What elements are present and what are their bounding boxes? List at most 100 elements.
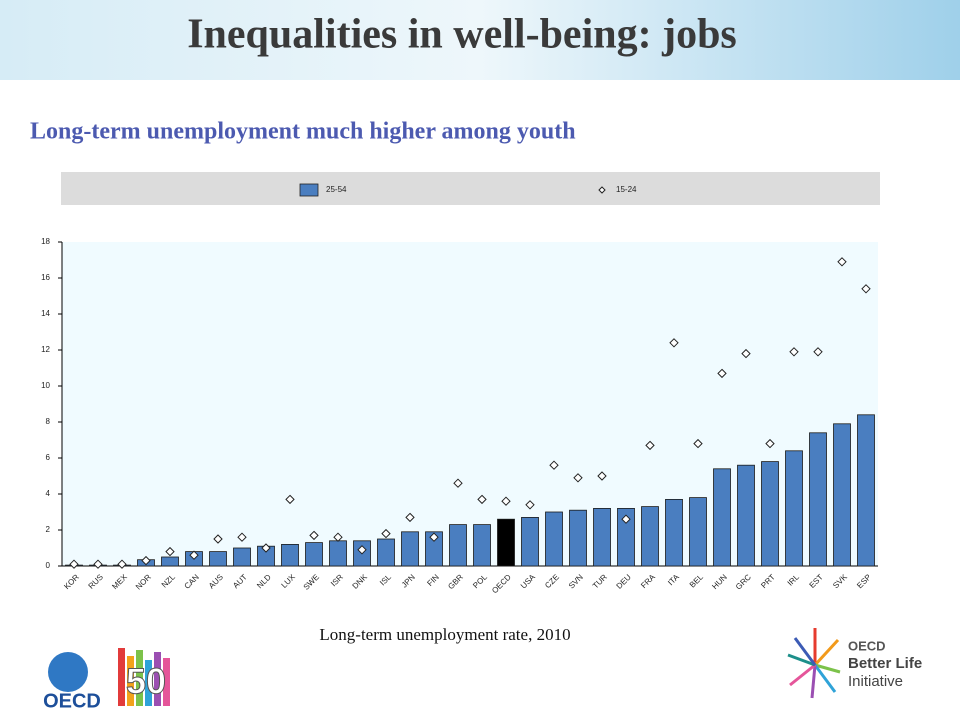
marker bbox=[237, 532, 247, 542]
x-tick-label: FIN bbox=[425, 572, 441, 588]
marker bbox=[525, 500, 535, 510]
subtitle: Long-term unemployment much higher among… bbox=[30, 119, 576, 145]
bar bbox=[545, 511, 563, 567]
marker bbox=[573, 473, 583, 483]
marker bbox=[837, 257, 847, 267]
y-tick-label: 2 bbox=[46, 525, 51, 534]
globe bbox=[48, 652, 88, 692]
x-tick-label: ITA bbox=[666, 572, 681, 587]
marker bbox=[549, 460, 559, 470]
bar bbox=[233, 547, 251, 567]
caption: Long-term unemployment rate, 2010 bbox=[319, 625, 570, 644]
marker bbox=[309, 530, 319, 541]
logo-bar bbox=[154, 652, 161, 706]
x-tick-label: CAN bbox=[183, 572, 201, 590]
x-tick-label: AUT bbox=[231, 572, 249, 590]
ray bbox=[813, 638, 840, 667]
bar bbox=[521, 517, 539, 567]
x-tick-label: OECD bbox=[490, 572, 513, 595]
bar bbox=[425, 531, 443, 567]
x-tick-label: MEX bbox=[110, 572, 129, 591]
marker bbox=[741, 348, 751, 359]
plot-area bbox=[62, 242, 878, 566]
x-tick-label: AUS bbox=[207, 573, 225, 591]
bar bbox=[497, 518, 515, 567]
bar bbox=[569, 509, 587, 567]
legend-label: 25-54 bbox=[326, 185, 347, 194]
x-tick-label: JPN bbox=[400, 572, 417, 589]
slide-title: Inequalities in well-being: jobs bbox=[187, 12, 737, 58]
logo-bar bbox=[127, 656, 134, 706]
marker bbox=[765, 438, 775, 449]
bar bbox=[689, 497, 707, 567]
marker bbox=[381, 528, 391, 539]
x-tick-label: NZL bbox=[160, 572, 177, 589]
bar bbox=[449, 524, 467, 567]
y-tick-label: 10 bbox=[41, 381, 50, 390]
bar bbox=[833, 423, 851, 567]
x-tick-label: LUX bbox=[280, 572, 298, 590]
bar bbox=[713, 468, 731, 567]
logo-text: Better Life bbox=[848, 655, 922, 672]
x-tick-label: KOR bbox=[62, 572, 81, 591]
marker bbox=[285, 494, 295, 505]
marker bbox=[429, 532, 439, 542]
y-tick-label: 0 bbox=[46, 561, 51, 570]
y-tick-label: 6 bbox=[46, 453, 51, 462]
marker bbox=[357, 545, 367, 555]
x-tick-label: CZE bbox=[543, 573, 561, 591]
bar bbox=[809, 432, 827, 567]
bar bbox=[209, 551, 227, 567]
bar bbox=[785, 450, 803, 567]
marker bbox=[93, 559, 103, 569]
marker bbox=[597, 471, 607, 481]
legend-box bbox=[61, 172, 880, 205]
x-tick-label: ISR bbox=[329, 572, 345, 588]
logo-bar bbox=[136, 650, 143, 706]
marker bbox=[717, 368, 727, 379]
bar bbox=[737, 464, 755, 567]
marker bbox=[69, 559, 79, 569]
ray bbox=[814, 663, 841, 674]
x-tick-label: HUN bbox=[710, 572, 729, 591]
ray bbox=[787, 653, 816, 667]
bar bbox=[377, 538, 395, 567]
marker bbox=[477, 494, 487, 505]
x-tick-label: DNK bbox=[351, 572, 370, 591]
x-tick-label: GBR bbox=[446, 572, 465, 591]
bar bbox=[305, 542, 323, 567]
y-tick-label: 14 bbox=[41, 309, 50, 318]
y-tick-label: 4 bbox=[46, 489, 51, 498]
title-band bbox=[0, 0, 960, 80]
x-tick-label: BEL bbox=[688, 572, 705, 589]
x-tick-label: DEU bbox=[615, 572, 633, 590]
ray bbox=[810, 664, 817, 699]
x-tick-label: ISL bbox=[378, 572, 393, 587]
marker bbox=[813, 347, 823, 357]
bli-logo: OECD Better Life Initiative bbox=[787, 628, 922, 699]
x-tick-label: SVN bbox=[567, 572, 585, 590]
bar bbox=[401, 531, 419, 567]
marker bbox=[621, 514, 631, 524]
marker bbox=[453, 478, 463, 488]
marker bbox=[789, 347, 799, 357]
x-tick-label: TUR bbox=[591, 572, 609, 590]
bar bbox=[473, 524, 491, 567]
x-tick-label: GRC bbox=[734, 572, 753, 591]
ray bbox=[793, 637, 817, 666]
x-tick-label: RUS bbox=[87, 573, 105, 591]
ray bbox=[813, 664, 837, 693]
marker bbox=[261, 543, 271, 553]
marker bbox=[405, 512, 415, 523]
oecd-logo: OECD 50 bbox=[43, 648, 170, 712]
legend-swatch bbox=[299, 183, 319, 197]
logo-bar bbox=[163, 658, 170, 706]
marker bbox=[669, 338, 679, 348]
bar bbox=[857, 414, 875, 567]
marker bbox=[861, 284, 871, 294]
x-tick-label: PRT bbox=[759, 572, 777, 590]
logo-bar bbox=[145, 660, 152, 706]
marker bbox=[189, 550, 199, 560]
